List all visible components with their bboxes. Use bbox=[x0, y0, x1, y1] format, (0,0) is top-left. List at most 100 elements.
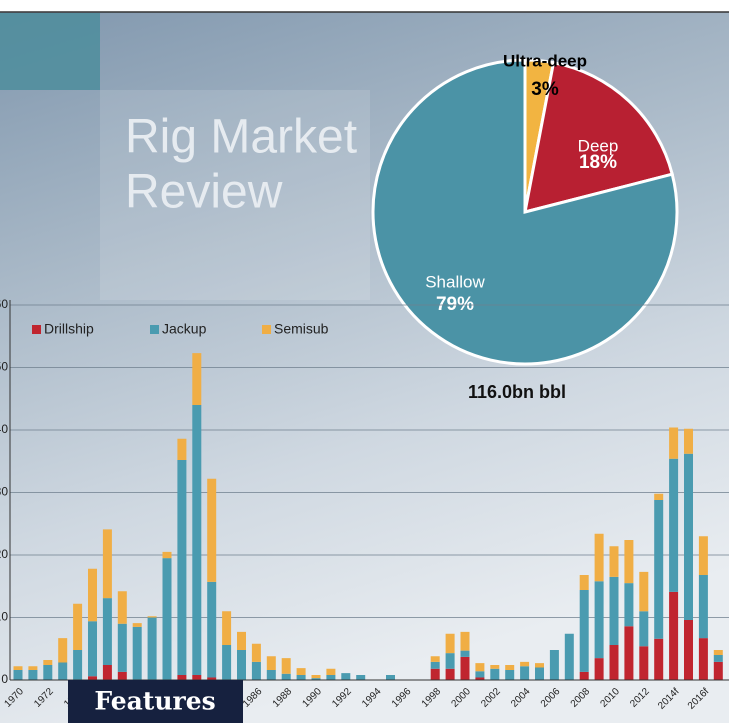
legend-swatch bbox=[262, 325, 271, 334]
bar-segment bbox=[192, 405, 202, 675]
bar-segment bbox=[669, 427, 679, 459]
slice-label: Ultra-deep bbox=[503, 51, 587, 70]
bar-segment bbox=[639, 571, 649, 612]
bar-segment bbox=[579, 590, 589, 672]
bar-segment bbox=[624, 583, 634, 627]
bar-segment bbox=[251, 661, 261, 680]
slice-label: Shallow bbox=[425, 272, 485, 291]
bar-segment bbox=[445, 668, 455, 680]
bar-segment bbox=[281, 658, 291, 674]
bar-segment bbox=[430, 668, 440, 680]
title-panel bbox=[100, 90, 370, 300]
bar-segment bbox=[460, 656, 470, 680]
bar-segment bbox=[579, 671, 589, 680]
bar-segment bbox=[13, 670, 23, 680]
bar-segment bbox=[445, 653, 455, 669]
pie-caption: 116.0bn bbl bbox=[468, 382, 566, 402]
bar-segment bbox=[594, 533, 604, 582]
bar-segment bbox=[609, 645, 619, 680]
bar-segment bbox=[117, 591, 127, 624]
bar-segment bbox=[430, 656, 440, 662]
bar-segment bbox=[28, 666, 38, 670]
pie-slice bbox=[523, 60, 675, 215]
bar-segment bbox=[162, 558, 172, 680]
bar-segment bbox=[684, 620, 693, 680]
bar-segment bbox=[549, 650, 559, 680]
bar-segment bbox=[132, 623, 142, 627]
bar-segment bbox=[58, 662, 68, 680]
slice-value-label: 3% bbox=[531, 79, 559, 100]
slice-value-label: 18% bbox=[579, 152, 617, 173]
legend-label: Jackup bbox=[162, 321, 207, 337]
bar-segment bbox=[102, 665, 112, 680]
legend-swatch bbox=[32, 325, 41, 334]
bar-segment bbox=[147, 616, 157, 618]
bar-segment bbox=[609, 576, 619, 645]
bar-segment bbox=[669, 591, 679, 680]
bar-segment bbox=[698, 575, 708, 639]
bar-segment bbox=[713, 655, 723, 662]
bar-segment bbox=[88, 676, 97, 680]
bar-segment bbox=[222, 611, 232, 645]
bar-segment bbox=[266, 670, 276, 680]
bar-segment bbox=[117, 623, 127, 672]
bar-segment bbox=[43, 660, 53, 665]
bar-segment bbox=[713, 661, 723, 680]
bar-segment bbox=[326, 675, 336, 680]
accent-square bbox=[0, 13, 100, 90]
bar-segment bbox=[296, 675, 306, 680]
bar-segment bbox=[639, 611, 649, 647]
bar-segment bbox=[281, 673, 291, 680]
top-band bbox=[0, 0, 729, 12]
bar-segment bbox=[58, 638, 68, 663]
bar-segment bbox=[609, 546, 619, 577]
bar-segment bbox=[266, 656, 276, 670]
bar-segment bbox=[579, 575, 589, 590]
bar-segment bbox=[207, 677, 217, 680]
bar-segment bbox=[251, 643, 261, 662]
bar-segment bbox=[296, 668, 306, 675]
y-tick-label: 20 bbox=[0, 547, 8, 561]
bar-segment bbox=[594, 658, 604, 680]
bar-segment bbox=[386, 675, 395, 680]
bar-segment bbox=[669, 458, 679, 592]
bar-segment bbox=[192, 675, 202, 680]
bar-segment bbox=[475, 677, 485, 680]
bar-segment bbox=[639, 646, 649, 680]
legend-label: Drillship bbox=[44, 321, 94, 337]
bar-segment bbox=[594, 581, 604, 659]
bar-segment bbox=[311, 675, 321, 679]
bar-segment bbox=[698, 536, 708, 575]
bar-segment bbox=[460, 631, 470, 651]
bar-segment bbox=[13, 666, 23, 670]
legend-label: Semisub bbox=[274, 321, 329, 337]
y-tick-label: 40 bbox=[0, 422, 8, 436]
bar-segment bbox=[505, 670, 515, 680]
bar-segment bbox=[535, 667, 544, 680]
bar-segment bbox=[28, 670, 38, 680]
y-tick-label: 60 bbox=[0, 297, 8, 311]
section-tab bbox=[68, 680, 243, 723]
bar-segment bbox=[237, 650, 246, 680]
section-label: Features bbox=[94, 687, 215, 716]
y-tick-label: 30 bbox=[0, 485, 8, 499]
y-tick-label: 10 bbox=[0, 610, 8, 624]
bar-segment bbox=[237, 631, 246, 650]
bar-segment bbox=[88, 568, 97, 622]
bar-segment bbox=[535, 663, 544, 668]
bar-segment bbox=[684, 428, 693, 454]
bar-segment bbox=[460, 650, 470, 657]
bar-segment bbox=[88, 621, 97, 677]
bar-segment bbox=[192, 353, 202, 405]
bar-segment bbox=[73, 603, 83, 650]
bar-segment bbox=[132, 626, 142, 680]
bar-segment bbox=[117, 671, 127, 680]
bar-segment bbox=[177, 460, 187, 675]
bar-segment bbox=[73, 650, 83, 680]
bar-segment bbox=[490, 668, 500, 680]
bar-segment bbox=[624, 540, 634, 584]
bar-segment bbox=[162, 551, 172, 559]
slice-value-label: 79% bbox=[436, 294, 474, 315]
y-tick-label: 50 bbox=[0, 360, 8, 374]
